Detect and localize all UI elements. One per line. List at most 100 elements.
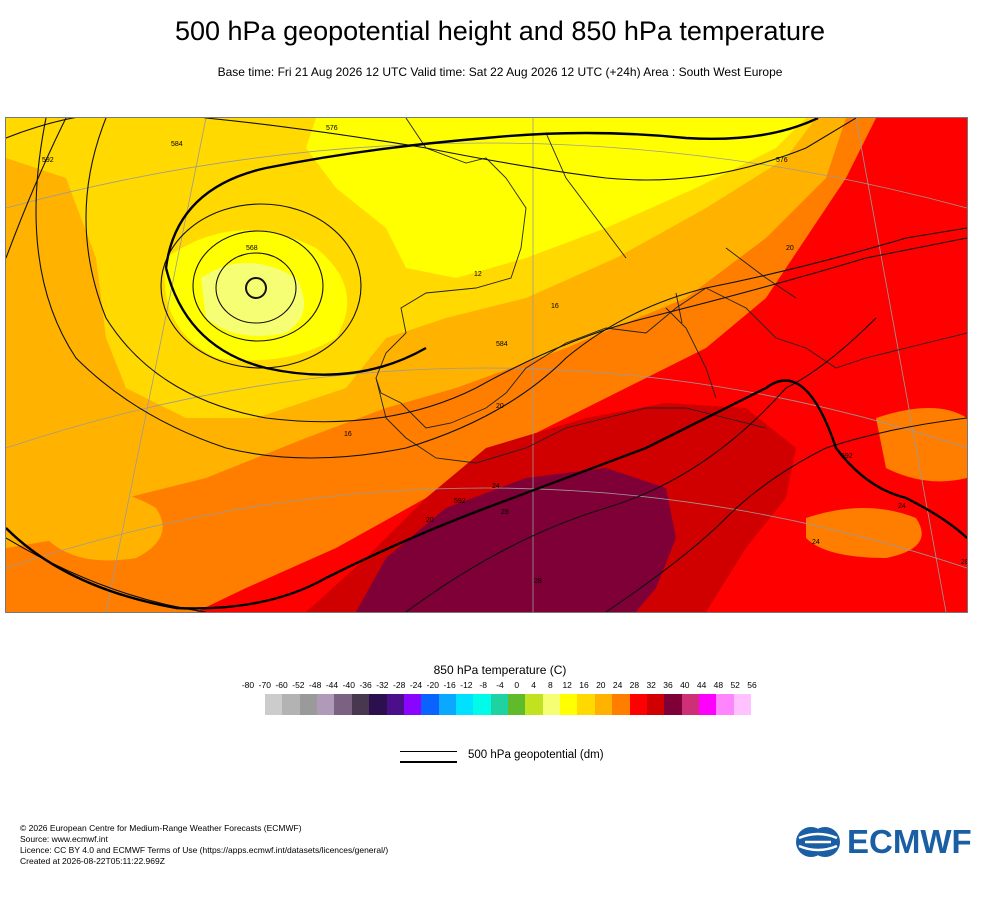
legend-tick-label: -28 (393, 680, 406, 690)
contour-label: 16 (551, 303, 559, 310)
legend-tick-label: -48 (309, 680, 322, 690)
legend-swatch (438, 694, 457, 715)
temp-patch-e (876, 408, 967, 482)
legend-swatch (508, 694, 526, 715)
contour-label: 20 (496, 403, 504, 410)
map-svg: 576 584 592 568 576 584 592 592 12 16 16… (6, 118, 967, 612)
legend-tick-label: -52 (292, 680, 305, 690)
contour-label: 16 (344, 431, 352, 438)
legend-tick-label: 40 (680, 680, 690, 690)
contour-label: 568 (246, 245, 258, 252)
contour-label: 20 (426, 517, 434, 524)
legend-swatch (299, 694, 318, 715)
legend-swatch (577, 694, 596, 715)
contour-label: 28 (534, 578, 542, 585)
legend-swatch (282, 694, 301, 715)
legend-tick-label: 12 (562, 680, 572, 690)
temp-patch-sw (46, 490, 163, 561)
legend-swatch (646, 694, 665, 715)
legend-swatch (716, 694, 735, 715)
legend-swatch (455, 694, 474, 715)
legend-tick-label: -12 (460, 680, 473, 690)
legend-swatch (542, 694, 561, 715)
legend-tick-label: -4 (496, 680, 504, 690)
legend-tick-label: 32 (646, 680, 656, 690)
legend-tick-label: 24 (612, 680, 623, 690)
contour-label: 24 (812, 539, 820, 546)
contour-label: 576 (776, 157, 788, 164)
legend-tick-label: -32 (376, 680, 389, 690)
temp-field-20-ne (836, 118, 967, 418)
legend-tick-label: -60 (275, 680, 288, 690)
legend-swatch (317, 694, 335, 715)
contour-label: 592 (454, 498, 466, 505)
contour-label: 592 (841, 453, 853, 460)
legend-swatch (403, 694, 422, 715)
legend-swatch (369, 694, 387, 715)
legend-tick-label: 36 (663, 680, 673, 690)
legend-tick-label: -80 (241, 680, 255, 690)
legend-tick-label: -70 (258, 680, 271, 690)
contour-label: 28 (961, 559, 967, 566)
legend-ticks: -80 -70 -60 -52 -48 -44 -40 -36 -32 -28 -24 -20 -16-… (0, 680, 1000, 694)
legend-colorbar (265, 694, 752, 715)
footer-copyright: © 2026 European Centre for Medium-Range … (20, 823, 302, 833)
legend-swatch (629, 694, 648, 715)
legend-tick-label: 20 (596, 680, 606, 690)
chart-subtitle: Base time: Fri 21 Aug 2026 12 UTC Valid … (217, 65, 783, 79)
copyright-footer: © 2026 European Centre for Medium-Range … (20, 823, 388, 867)
legend-swatch (473, 694, 492, 715)
footer-licence: Licence: CC BY 4.0 and ECMWF Terms of Us… (20, 845, 389, 855)
legend-swatch (612, 694, 630, 715)
legend-tick-label: 16 (579, 680, 589, 690)
legend-swatch (681, 694, 700, 715)
legend-swatch (351, 694, 370, 715)
contour-label: 28 (501, 509, 509, 516)
legend-swatch (698, 694, 717, 715)
temp-field-light-yellow (201, 263, 304, 336)
contour-label: 584 (496, 341, 508, 348)
ecmwf-logo-mark (796, 827, 840, 857)
legend-swatch (265, 694, 283, 715)
contour-label: 584 (171, 141, 183, 148)
contour-label: 12 (474, 271, 482, 278)
contour-label: 20 (786, 245, 794, 252)
contour-label: 24 (492, 483, 500, 490)
legend-tick-label: 0 (514, 680, 520, 690)
footer-created: Created at 2026-08-22T05:11:22.969Z (20, 856, 165, 866)
chart-title: 500 hPa geopotential height and 850 hPa … (174, 16, 825, 46)
legend-tick-label: -16 (443, 680, 456, 690)
geopotential-contours (6, 118, 967, 612)
legend-tick-label: 44 (696, 680, 707, 690)
legend-swatch (560, 694, 578, 715)
contour-labels: 576 584 592 568 576 584 592 592 12 16 16… (42, 125, 967, 585)
ecmwf-logo-text: ECMWF (847, 823, 972, 860)
contour-label: 592 (42, 157, 54, 164)
geopotential-legend-thin-line (400, 751, 457, 752)
footer-source: Source: www.ecmwf.int (20, 834, 108, 844)
legend-tick-label: 56 (747, 680, 757, 690)
legend-title: 850 hPa temperature (C) (433, 663, 567, 677)
legend-swatch (490, 694, 509, 715)
legend-swatch (421, 694, 440, 715)
legend-tick-label: -20 (426, 680, 439, 690)
coastlines (375, 118, 967, 464)
legend-tick-label: -44 (325, 680, 339, 690)
ecmwf-logo: ECMWF (795, 823, 972, 862)
temp-field-28 (356, 468, 676, 612)
legend-tick-label: -24 (409, 680, 423, 690)
legend-swatch (334, 694, 353, 715)
contour-label: 24 (898, 503, 906, 510)
legend-swatch (594, 694, 613, 715)
legend-swatch (525, 694, 544, 715)
legend-tick-label: 48 (713, 680, 724, 690)
legend-swatch (664, 694, 683, 715)
legend-tick-label: -8 (479, 680, 487, 690)
graticule (6, 118, 967, 612)
contour-label: 576 (326, 125, 338, 132)
temp-field-4 (306, 118, 806, 278)
legend-tick-label: 4 (531, 680, 536, 690)
legend-tick-label: -36 (359, 680, 372, 690)
legend-tick-label: 52 (730, 680, 740, 690)
legend-tick-label: -40 (342, 680, 355, 690)
